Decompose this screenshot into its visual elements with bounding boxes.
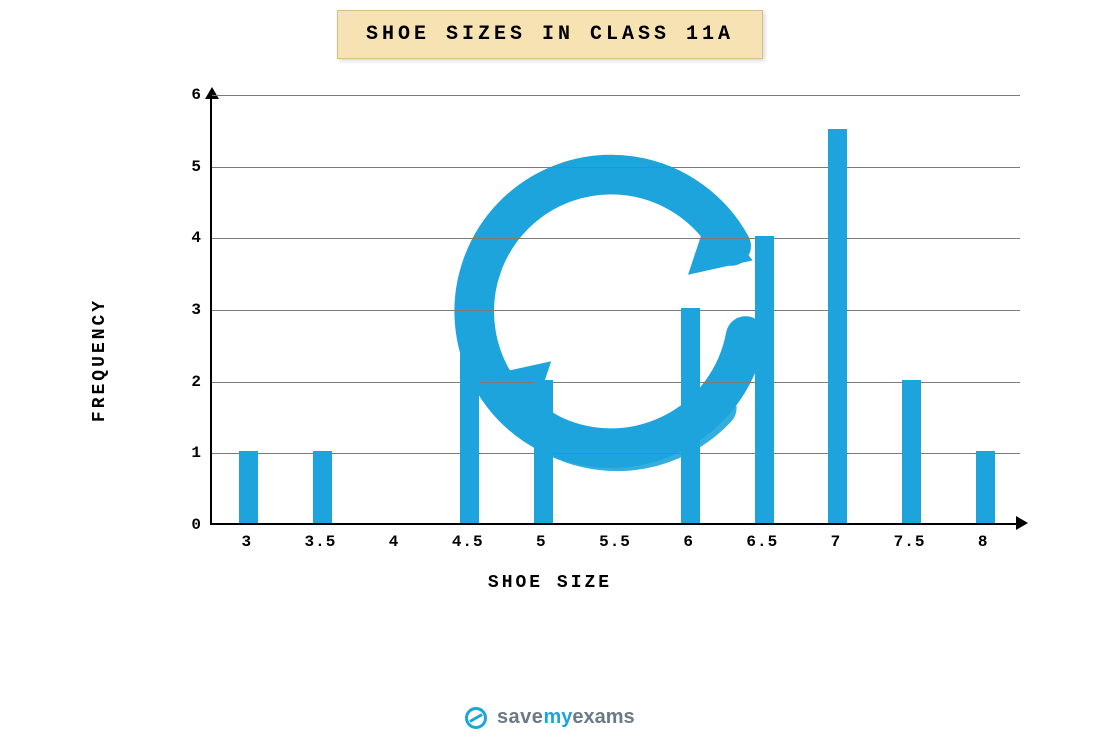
x-tick-label: 5 — [536, 533, 547, 551]
y-tick-label: 6 — [92, 86, 202, 104]
y-tick-label: 0 — [92, 516, 202, 534]
grid-line — [212, 95, 1020, 96]
x-tick-label: 4.5 — [452, 533, 484, 551]
bar — [460, 344, 479, 523]
x-tick-label: 3.5 — [305, 533, 337, 551]
bar — [313, 451, 332, 523]
chart-title: SHOE SIZES IN CLASS 11A — [337, 10, 763, 59]
grid-line — [212, 453, 1020, 454]
y-tick-label: 1 — [92, 444, 202, 462]
bar — [681, 308, 700, 523]
grid-line — [212, 238, 1020, 239]
plot-area — [210, 95, 1020, 525]
watermark-logo-icon — [436, 138, 796, 498]
x-tick-label: 4 — [389, 533, 400, 551]
y-tick-label: 2 — [92, 373, 202, 391]
x-tick-label: 7.5 — [894, 533, 926, 551]
bar — [755, 236, 774, 523]
x-tick-label: 3 — [242, 533, 253, 551]
bar — [976, 451, 995, 523]
bar — [828, 129, 847, 523]
footer-part2: my — [543, 706, 572, 728]
footer-part1: save — [497, 706, 544, 728]
x-tick-label: 8 — [978, 533, 989, 551]
x-tick-label: 6 — [683, 533, 694, 551]
y-axis-arrow — [205, 87, 219, 99]
y-tick-label: 5 — [92, 158, 202, 176]
grid-line — [212, 382, 1020, 383]
bar — [902, 380, 921, 523]
chart-container: FREQUENCY SHOE SIZE 012345633.544.555.56… — [80, 95, 1020, 625]
x-tick-label: 7 — [831, 533, 842, 551]
y-tick-label: 3 — [92, 301, 202, 319]
footer-part3: exams — [572, 706, 634, 728]
x-tick-label: 5.5 — [599, 533, 631, 551]
bar — [534, 380, 553, 523]
grid-line — [212, 310, 1020, 311]
footer-brand: savemyexams — [0, 706, 1100, 729]
y-tick-label: 4 — [92, 229, 202, 247]
x-axis-label: SHOE SIZE — [80, 573, 1020, 593]
brand-circle-icon — [465, 707, 487, 729]
x-tick-label: 6.5 — [746, 533, 778, 551]
x-axis-arrow — [1016, 516, 1028, 530]
bar — [239, 451, 258, 523]
grid-line — [212, 167, 1020, 168]
